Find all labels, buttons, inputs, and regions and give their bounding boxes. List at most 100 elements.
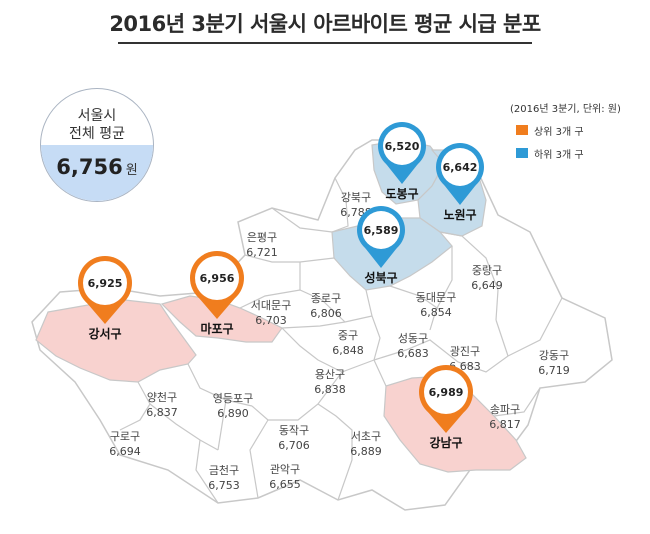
map-pin-value: 6,989 bbox=[429, 386, 464, 399]
district-value: 6,703 bbox=[255, 314, 287, 327]
district-value: 6,806 bbox=[310, 307, 342, 320]
district-value: 6,848 bbox=[332, 344, 364, 357]
map-pin-value: 6,956 bbox=[200, 272, 235, 285]
district-label: 중구 bbox=[338, 329, 358, 342]
district-label: 양천구 bbox=[147, 390, 177, 404]
district-border bbox=[321, 299, 346, 323]
district-value: 6,854 bbox=[420, 306, 452, 319]
district-border bbox=[495, 319, 509, 357]
district-value: 6,706 bbox=[278, 439, 310, 452]
district-value: 6,721 bbox=[246, 246, 278, 259]
district-label: 성동구 bbox=[398, 332, 428, 345]
district-label: 관악구 bbox=[270, 463, 300, 476]
district-value: 6,694 bbox=[109, 445, 141, 458]
district-label: 종로구 bbox=[311, 292, 341, 305]
legend-label-bottom: 하위 3개 구 bbox=[534, 150, 584, 161]
district-label: 송파구 bbox=[490, 403, 520, 416]
map-pin-inner bbox=[424, 370, 468, 414]
seoul-average-badge: 서울시 전체 평균 6,756 원 bbox=[40, 88, 154, 202]
district-border bbox=[281, 315, 373, 329]
map-pin: 6,956 마포구 bbox=[190, 251, 244, 336]
average-unit: 원 bbox=[125, 163, 138, 178]
map-pin-district-name: 성북구 bbox=[364, 271, 397, 285]
district-border bbox=[389, 285, 441, 311]
district-border bbox=[373, 359, 387, 387]
district-value: 6,838 bbox=[314, 383, 346, 396]
district-value: 6,837 bbox=[146, 406, 178, 419]
district-border bbox=[187, 363, 253, 407]
title-underline bbox=[118, 42, 532, 44]
district-border bbox=[249, 419, 269, 499]
map-pin-tail bbox=[365, 248, 397, 268]
district-border bbox=[429, 246, 453, 331]
district-value: 6,655 bbox=[269, 478, 301, 491]
district-border bbox=[373, 297, 563, 373]
district-border bbox=[271, 207, 333, 233]
average-value: 6,756 원 bbox=[41, 155, 153, 179]
map-pin: 6,989 강남구 bbox=[419, 365, 473, 450]
district-label: 강동구 bbox=[539, 349, 569, 362]
page-title: 2016년 3분기 서울시 아르바이트 평균 시급 분포 bbox=[109, 12, 541, 36]
map-pin-inner bbox=[195, 256, 239, 300]
district-labels: 강북구6,788은평구6,721중랑구6,649종로구6,806서대문구6,70… bbox=[109, 191, 570, 492]
legend-note: (2016년 3분기, 단위: 원) bbox=[510, 104, 621, 115]
district-value: 6,649 bbox=[471, 279, 503, 292]
district-border bbox=[365, 289, 381, 361]
map-pin-district-name: 마포구 bbox=[200, 321, 233, 336]
district-border bbox=[493, 387, 541, 417]
district-border bbox=[149, 403, 219, 451]
district-value: 6,683 bbox=[397, 347, 429, 360]
district-label: 구로구 bbox=[110, 430, 140, 443]
district-borders bbox=[119, 177, 563, 504]
map-pin-district-name: 노원구 bbox=[443, 208, 476, 222]
legend-swatch-top bbox=[516, 125, 528, 135]
district-pins: 6,520 도봉구 6,642 노원구 6,589 성북구 6,925 강서구 6,956 마포구… bbox=[78, 122, 484, 450]
district-label: 동대문구 bbox=[416, 291, 456, 304]
district-value: 6,890 bbox=[217, 407, 249, 420]
average-badge-bottom bbox=[41, 145, 153, 201]
legend-label-top: 상위 3개 구 bbox=[534, 127, 584, 138]
average-number: 6,756 bbox=[56, 155, 123, 179]
map-pin-district-name: 강서구 bbox=[88, 326, 121, 341]
district-border bbox=[331, 177, 349, 233]
district-value: 6,889 bbox=[350, 445, 382, 458]
district-label: 서초구 bbox=[351, 430, 381, 443]
district-border bbox=[239, 289, 323, 309]
district-border bbox=[317, 403, 353, 501]
district-label: 은평구 bbox=[247, 231, 277, 244]
district-label: 서대문구 bbox=[251, 299, 291, 312]
legend-item-bottom: 하위 3개 구 bbox=[510, 146, 621, 161]
legend-swatch-bottom bbox=[516, 148, 528, 158]
map-pin-district-name: 도봉구 bbox=[385, 187, 418, 201]
map-pin-inner bbox=[362, 211, 400, 249]
map-pin-inner bbox=[441, 148, 479, 186]
map-pin-district-name: 강남구 bbox=[429, 435, 462, 450]
average-label-line1: 서울시 bbox=[77, 108, 117, 124]
map-pin: 6,520 도봉구 bbox=[378, 122, 426, 201]
district-value: 6,817 bbox=[489, 418, 521, 431]
map-pin-value: 6,925 bbox=[88, 277, 123, 290]
district-label: 중랑구 bbox=[472, 264, 502, 277]
district-border bbox=[281, 327, 375, 373]
district-border bbox=[217, 399, 227, 451]
district-label: 강북구 bbox=[341, 191, 371, 204]
map-pin-inner bbox=[383, 127, 421, 165]
district-border bbox=[439, 231, 499, 321]
map-pin-tail bbox=[386, 164, 418, 184]
district-value: 6,719 bbox=[538, 364, 570, 377]
map-pin-inner bbox=[83, 261, 127, 305]
district-border bbox=[119, 381, 151, 431]
district-label: 용산구 bbox=[315, 368, 345, 381]
district-label: 동작구 bbox=[279, 424, 309, 437]
legend: (2016년 3분기, 단위: 원) 상위 3개 구 하위 3개 구 bbox=[510, 100, 621, 161]
district-shape-gangseo bbox=[35, 299, 197, 383]
map-pin-tail bbox=[444, 185, 476, 205]
map-pin-value: 6,642 bbox=[443, 161, 478, 174]
map-pin: 6,925 강서구 bbox=[78, 256, 132, 341]
district-label: 금천구 bbox=[209, 463, 239, 477]
district-label: 영등포구 bbox=[213, 392, 253, 405]
map-pin-value: 6,520 bbox=[385, 140, 420, 153]
map-pin-value: 6,589 bbox=[364, 224, 399, 237]
average-label-line2: 전체 평균 bbox=[69, 126, 125, 142]
district-value: 6,753 bbox=[208, 479, 240, 492]
